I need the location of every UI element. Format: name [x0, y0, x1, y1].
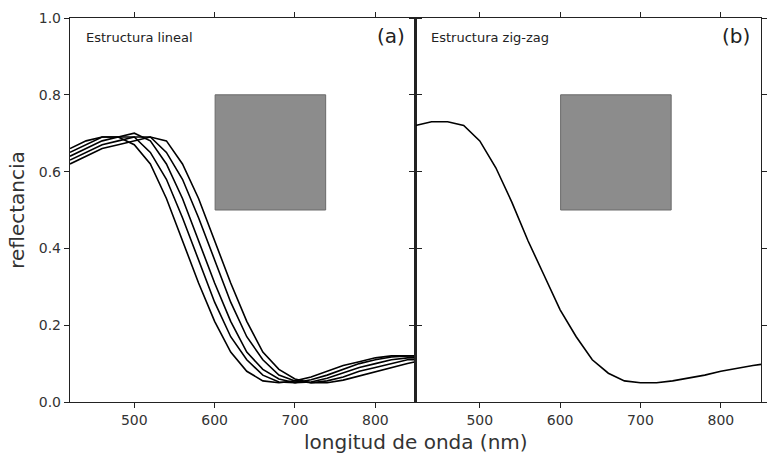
svg-text:0.0: 0.0: [39, 394, 61, 410]
svg-text:(b): (b): [722, 24, 750, 48]
svg-text:Estructura zig-zag: Estructura zig-zag: [431, 30, 549, 45]
svg-text:800: 800: [707, 412, 734, 428]
svg-text:500: 500: [121, 412, 148, 428]
svg-text:600: 600: [547, 412, 574, 428]
svg-text:0.2: 0.2: [39, 317, 61, 333]
svg-text:700: 700: [282, 412, 309, 428]
svg-text:0.6: 0.6: [39, 164, 61, 180]
svg-text:600: 600: [201, 412, 228, 428]
svg-text:reflectancia: reflectancia: [5, 151, 29, 269]
svg-text:0.4: 0.4: [39, 240, 61, 256]
svg-text:(a): (a): [377, 24, 405, 48]
svg-text:0.8: 0.8: [39, 87, 61, 103]
svg-text:longitud de onda (nm): longitud de onda (nm): [304, 430, 528, 454]
svg-text:500: 500: [466, 412, 493, 428]
svg-text:800: 800: [362, 412, 389, 428]
svg-text:1.0: 1.0: [39, 10, 61, 26]
svg-text:700: 700: [627, 412, 654, 428]
svg-text:Estructura lineal: Estructura lineal: [86, 30, 193, 45]
